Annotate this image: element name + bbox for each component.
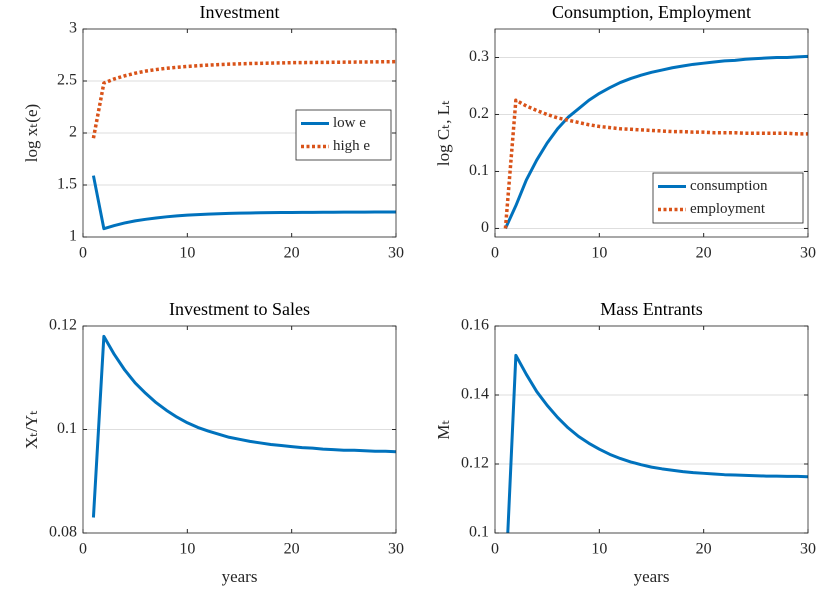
x-tick-label: 0 <box>79 245 87 262</box>
y-tick-label: 0.1 <box>57 420 77 437</box>
x-tick-label: 0 <box>79 541 87 558</box>
series-line <box>503 98 808 229</box>
axes-box <box>494 28 809 238</box>
x-tick-label: 10 <box>179 541 195 558</box>
y-tick-label: 0.16 <box>461 317 489 334</box>
x-tick-label: 20 <box>284 541 300 558</box>
y-tick-label: 0.08 <box>49 524 77 541</box>
subplot: 0.1 0.12 0.14 0.16 0 10 20 30 Mass Entrants Mₜ yea… <box>434 299 816 586</box>
y-tick-label: 2.5 <box>57 72 77 89</box>
y-axis-label: Mₜ <box>434 419 453 439</box>
series-line <box>504 54 808 230</box>
x-tick-label: 30 <box>388 245 404 262</box>
series-line <box>91 334 396 518</box>
x-tick-label: 20 <box>696 245 712 262</box>
legend-label: consumption <box>690 178 768 194</box>
series-line <box>91 175 396 231</box>
axes-box <box>82 325 397 534</box>
x-tick-label: 30 <box>800 245 816 262</box>
legend-label: high e <box>333 138 370 154</box>
series-line <box>91 59 396 139</box>
y-axis-label: Xₜ/Yₜ <box>22 410 41 449</box>
legend-box <box>652 172 804 224</box>
y-tick-label: 2 <box>69 124 77 141</box>
x-tick-label: 20 <box>696 541 712 558</box>
x-tick-label: 10 <box>591 245 607 262</box>
y-tick-label: 0 <box>481 219 489 236</box>
legend: low e high e <box>295 109 392 161</box>
y-tick-label: 1.5 <box>57 176 77 193</box>
y-tick-label: 0.14 <box>461 386 489 403</box>
y-tick-label: 0.12 <box>49 317 77 334</box>
x-tick-label: 10 <box>591 541 607 558</box>
legend-label: low e <box>333 115 366 131</box>
x-tick-label: 10 <box>179 245 195 262</box>
y-tick-label: 0.12 <box>461 455 489 472</box>
y-tick-label: 0.1 <box>469 162 489 179</box>
subplot-title: Consumption, Employment <box>552 2 751 22</box>
x-axis-label: years <box>222 567 258 586</box>
subplot: 0.08 0.1 0.12 0 10 20 30 Investment to Sales Xₜ/… <box>22 299 404 586</box>
subplot-title: Investment <box>200 2 280 22</box>
lines <box>91 59 396 231</box>
y-axis-label: log xₜ(e) <box>22 104 41 162</box>
subplot: 0 0.1 0.2 0.3 0 10 20 30 Consumption, Employment… <box>434 2 816 262</box>
y-tick-label: 1 <box>69 228 77 245</box>
axes-box <box>494 325 809 534</box>
lines <box>91 334 396 518</box>
subplot-title: Investment to Sales <box>169 299 310 319</box>
lines <box>503 54 808 230</box>
x-tick-label: 0 <box>491 245 499 262</box>
legend-box <box>295 109 392 161</box>
legend-label: employment <box>690 201 766 217</box>
legend: consumption employment <box>652 172 804 224</box>
plot-area <box>495 326 808 533</box>
subplot-title: Mass Entrants <box>600 299 703 319</box>
x-tick-label: 30 <box>388 541 404 558</box>
x-axis-label: years <box>634 567 670 586</box>
x-tick-label: 20 <box>284 245 300 262</box>
y-tick-label: 0.3 <box>469 48 489 65</box>
x-tick-label: 0 <box>491 541 499 558</box>
y-tick-label: 0.2 <box>469 105 489 122</box>
series-line <box>506 353 808 533</box>
x-tick-label: 30 <box>800 541 816 558</box>
y-tick-label: 3 <box>69 20 77 37</box>
y-axis-label: log Cₜ, Lₜ <box>434 100 453 166</box>
y-tick-label: 0.1 <box>469 524 489 541</box>
axes-box <box>82 28 397 238</box>
lines <box>506 353 808 533</box>
